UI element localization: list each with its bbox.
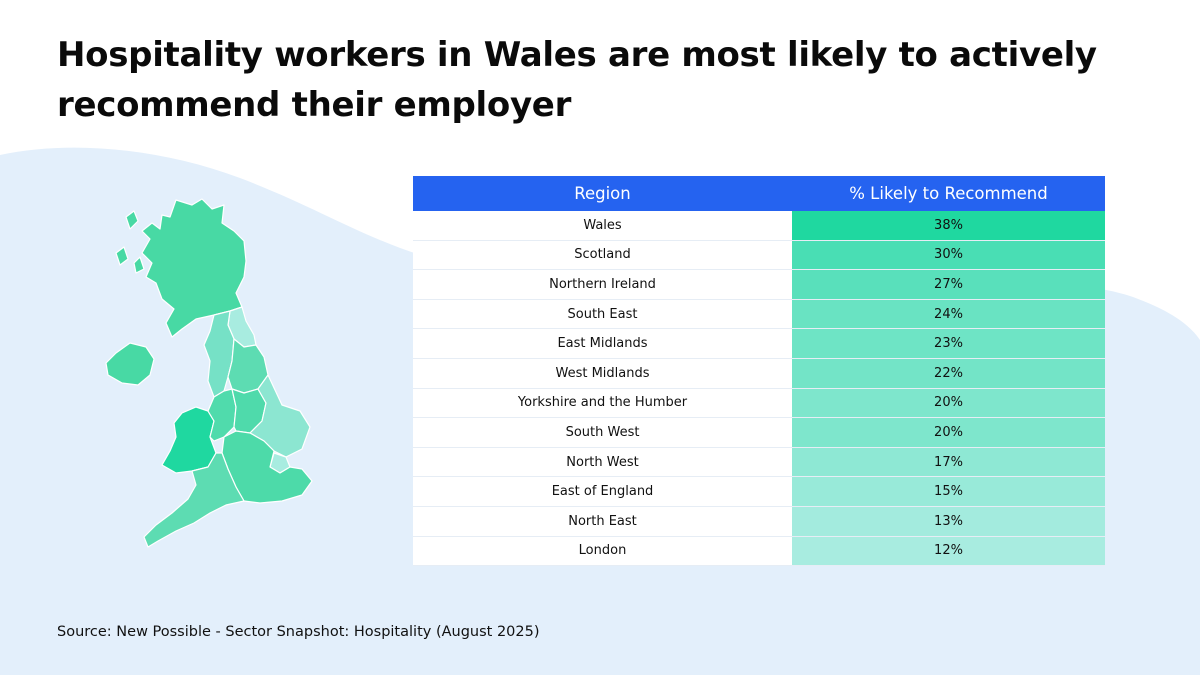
region-table: Region % Likely to Recommend Wales 38% Sco…	[413, 176, 1105, 567]
source-note: Source: New Possible - Sector Snapshot: …	[57, 624, 540, 640]
table-row: Northern Ireland 27%	[413, 269, 1105, 300]
region-cell: South West	[413, 417, 792, 448]
region-cell: East of England	[413, 476, 792, 507]
table-row: East of England 15%	[413, 476, 1105, 507]
table-row: West Midlands 22%	[413, 358, 1105, 389]
value-cell: 24%	[792, 299, 1105, 330]
value-cell: 13%	[792, 506, 1105, 537]
map-region-wales	[161, 406, 217, 474]
value-cell: 20%	[792, 388, 1105, 419]
table-row: North West 17%	[413, 447, 1105, 478]
table-row: North East 13%	[413, 506, 1105, 537]
page-title: Hospitality workers in Wales are most li…	[57, 35, 1097, 125]
region-cell: East Midlands	[413, 328, 792, 359]
value-cell: 23%	[792, 328, 1105, 359]
table-row: Scotland 30%	[413, 240, 1105, 271]
table-row: East Midlands 23%	[413, 328, 1105, 359]
map-region-scotland	[141, 198, 247, 338]
table-row: South West 20%	[413, 417, 1105, 448]
table-row: Yorkshire and the Humber 20%	[413, 388, 1105, 419]
value-cell: 17%	[792, 447, 1105, 478]
region-cell: Northern Ireland	[413, 269, 792, 300]
value-cell: 27%	[792, 269, 1105, 300]
table-header-row: Region % Likely to Recommend	[413, 176, 1105, 211]
table-row: South East 24%	[413, 299, 1105, 330]
value-cell: 15%	[792, 476, 1105, 507]
region-cell: South East	[413, 299, 792, 330]
region-cell: Wales	[413, 211, 792, 241]
region-cell: North East	[413, 506, 792, 537]
region-cell: West Midlands	[413, 358, 792, 389]
region-cell: Scotland	[413, 240, 792, 271]
table-row: London 12%	[413, 536, 1105, 567]
value-cell: 20%	[792, 417, 1105, 448]
value-cell: 38%	[792, 211, 1105, 241]
region-cell: London	[413, 536, 792, 567]
value-cell: 30%	[792, 240, 1105, 271]
region-cell: Yorkshire and the Humber	[413, 388, 792, 419]
map-region-south-west	[143, 452, 245, 548]
table-body: Wales 38% Scotland 30% Northern Ireland 27% So…	[413, 211, 1105, 567]
map-scotland-islands	[115, 210, 145, 274]
table-row: Wales 38%	[413, 211, 1105, 241]
region-table-container: Region % Likely to Recommend Wales 38% Sco…	[413, 176, 1105, 567]
column-header-region: Region	[413, 176, 792, 211]
value-cell: 12%	[792, 536, 1105, 567]
uk-region-map	[105, 198, 313, 548]
map-region-northern-ireland	[105, 342, 155, 386]
region-cell: North West	[413, 447, 792, 478]
value-cell: 22%	[792, 358, 1105, 389]
column-header-percent: % Likely to Recommend	[792, 176, 1105, 211]
